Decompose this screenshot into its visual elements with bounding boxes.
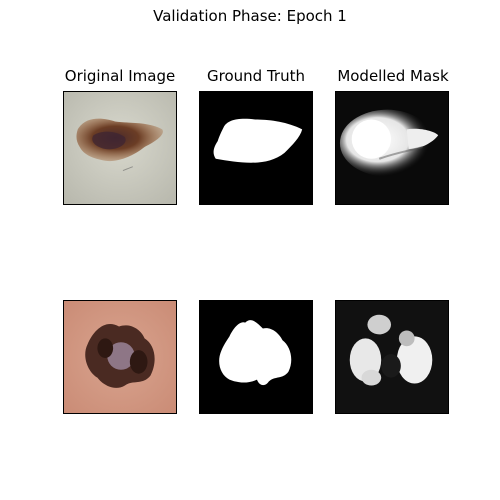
figure-title: Validation Phase: Epoch 1 bbox=[153, 7, 347, 25]
column-title-original: Original Image bbox=[64, 67, 176, 85]
predicted-mask-1 bbox=[336, 92, 448, 204]
original-image-row-2 bbox=[63, 300, 177, 414]
column-title-ground-truth: Ground Truth bbox=[207, 67, 305, 85]
modelled-mask-row-2 bbox=[335, 300, 449, 414]
predicted-mask-2 bbox=[336, 301, 448, 413]
binary-mask-2 bbox=[200, 301, 312, 413]
original-image-row-1 bbox=[63, 91, 177, 205]
ground-truth-row-2 bbox=[199, 300, 313, 414]
ground-truth-row-1 bbox=[199, 91, 313, 205]
modelled-mask-row-1 bbox=[335, 91, 449, 205]
binary-mask-1 bbox=[200, 92, 312, 204]
column-title-modelled-mask: Modelled Mask bbox=[337, 67, 449, 85]
skin-lesion-photo-1 bbox=[64, 92, 176, 204]
skin-lesion-photo-2 bbox=[64, 301, 176, 413]
